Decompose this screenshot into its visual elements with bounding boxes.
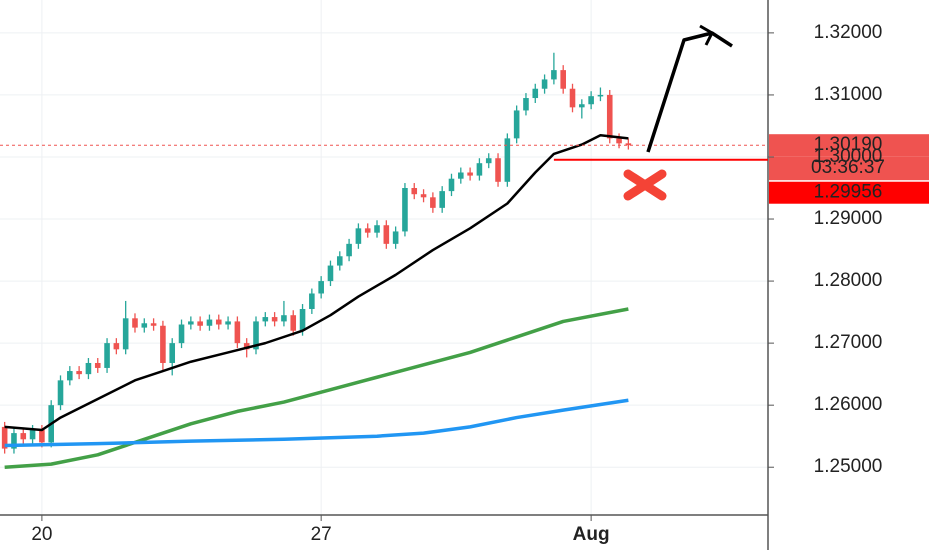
candle-body xyxy=(346,243,352,257)
x-tick-label: 27 xyxy=(311,524,332,545)
candle-body xyxy=(392,231,399,244)
candle-body xyxy=(467,172,473,176)
level-label: 1.29956 xyxy=(814,182,883,203)
candle-body xyxy=(1,426,8,449)
candle-body xyxy=(355,228,362,244)
price-label: 1.30190 xyxy=(814,134,883,155)
candle-body xyxy=(29,429,36,440)
candle-body xyxy=(262,317,269,322)
candle-body xyxy=(606,94,613,139)
moving-average-line xyxy=(4,307,629,469)
countdown-label: 03:36:37 xyxy=(811,157,885,178)
candle-body xyxy=(560,70,566,89)
y-tick-label: 1.25000 xyxy=(814,456,883,477)
candle-body xyxy=(234,321,241,344)
candle-body xyxy=(76,371,82,375)
candle-body xyxy=(206,319,213,326)
y-tick-label: 1.29000 xyxy=(814,208,883,229)
candle-body xyxy=(569,88,576,108)
y-tick-label: 1.26000 xyxy=(814,394,883,415)
candle-body xyxy=(67,371,73,381)
candle-body xyxy=(327,265,334,282)
candle-body xyxy=(551,70,557,80)
arrow-up xyxy=(646,31,733,153)
y-tick-label: 1.30000 xyxy=(814,146,883,167)
candle-body xyxy=(169,343,176,363)
candle-body xyxy=(39,429,45,443)
candle-body xyxy=(541,79,548,89)
candle-body xyxy=(271,317,278,322)
moving-average-line xyxy=(4,134,629,432)
x-tick-label: Aug xyxy=(573,524,610,545)
candle-body xyxy=(318,281,324,294)
candle-body xyxy=(188,321,194,325)
candle-body xyxy=(141,323,148,328)
candle-body xyxy=(253,321,259,350)
candle-body xyxy=(243,343,250,350)
candle-body xyxy=(57,380,64,406)
candle-body xyxy=(532,88,539,99)
candle-body xyxy=(336,256,343,266)
candle-body xyxy=(150,323,157,326)
candle-body xyxy=(132,318,138,328)
candle-body xyxy=(485,158,492,164)
candle-body xyxy=(411,188,418,195)
candle-body xyxy=(476,163,483,176)
candle-body xyxy=(94,362,101,368)
candle-body xyxy=(122,318,129,350)
plot xyxy=(1,52,632,469)
candle-body xyxy=(178,324,185,344)
moving-average-line xyxy=(4,398,629,448)
candle-body xyxy=(625,143,632,146)
candle-body xyxy=(402,188,408,232)
candle-body xyxy=(430,197,436,208)
candle-body xyxy=(579,104,585,108)
y-tick-label: 1.32000 xyxy=(814,22,883,43)
candle-body xyxy=(448,178,455,192)
candle-body xyxy=(197,321,203,326)
level-box xyxy=(769,181,929,204)
candle-body xyxy=(523,98,529,111)
candle-body xyxy=(504,138,511,182)
candle-body xyxy=(597,94,604,97)
arrow-head xyxy=(699,24,714,46)
countdown-box xyxy=(769,156,929,181)
candle-body xyxy=(616,138,622,144)
candle-body xyxy=(439,191,445,208)
price-box xyxy=(769,134,929,157)
candle-body xyxy=(113,343,120,350)
x-tick-label: 20 xyxy=(31,524,52,545)
candle-body xyxy=(225,321,231,325)
candle-body xyxy=(85,362,92,375)
y-tick-label: 1.28000 xyxy=(814,270,883,291)
grid xyxy=(0,0,768,515)
candle-body xyxy=(495,158,501,182)
y-tick-label: 1.31000 xyxy=(814,84,883,105)
candle-body xyxy=(588,96,594,105)
candle-body xyxy=(513,110,520,139)
candle-body xyxy=(11,433,17,449)
candle-body xyxy=(299,309,306,331)
candle-body xyxy=(383,225,390,244)
y-tick-label: 1.27000 xyxy=(814,332,883,353)
candle-body xyxy=(290,315,297,331)
candle-body xyxy=(309,293,315,309)
candle-body xyxy=(458,172,464,179)
candle-body xyxy=(374,225,380,233)
cross-mark xyxy=(623,169,667,201)
candle-body xyxy=(420,194,427,198)
candle-body xyxy=(20,433,27,440)
candle-body xyxy=(364,228,371,233)
candle-body xyxy=(104,343,110,368)
candle-body xyxy=(160,325,166,363)
candle-body xyxy=(281,315,287,322)
candle-body xyxy=(215,319,222,325)
